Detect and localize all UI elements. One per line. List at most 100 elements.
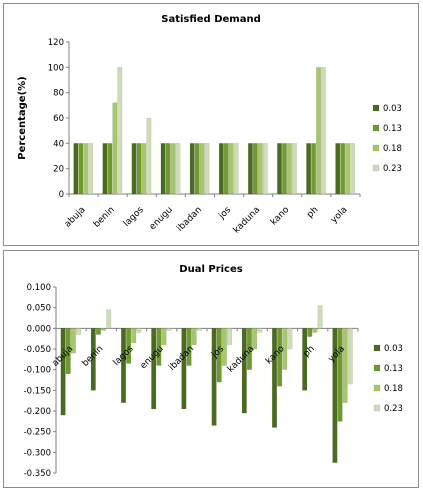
bar: [337, 328, 343, 422]
bar: [126, 328, 132, 364]
chart-title: Dual Prices: [179, 264, 242, 275]
legend-swatch: [373, 344, 381, 352]
bar: [287, 328, 293, 350]
bar: [282, 143, 287, 195]
bar: [156, 328, 162, 366]
dual-prices-chart: Dual Prices -0.350 -0.300 -0.250 -0.200 -0.15…: [3, 250, 419, 488]
category-label: kaduna: [232, 205, 263, 236]
bar: [107, 143, 113, 195]
bar: [166, 328, 172, 331]
bar: [191, 328, 197, 346]
bar: [88, 143, 94, 195]
y-tick-label: 120: [48, 38, 64, 48]
legend-label: 0.03: [384, 344, 403, 354]
y-tick-label: 40: [53, 139, 64, 149]
y-tick-label: 0.050: [27, 304, 51, 314]
category-label: yola: [329, 205, 349, 225]
bar: [211, 328, 217, 426]
y-tick-label: -0.200: [24, 407, 51, 417]
bar: [307, 328, 313, 337]
bar: [83, 143, 89, 195]
bar: [277, 143, 282, 195]
category-label: kano: [269, 205, 292, 228]
y-tick-label: -0.350: [24, 469, 51, 479]
bar: [141, 143, 147, 195]
bar: [253, 143, 258, 195]
category-label: jos: [216, 205, 233, 222]
bar: [345, 143, 350, 195]
legend-label: 0.23: [384, 404, 403, 414]
bar: [223, 143, 229, 195]
bar: [186, 328, 192, 366]
bar: [257, 143, 263, 195]
bar: [121, 328, 126, 403]
bar: [227, 328, 232, 346]
bar: [218, 143, 224, 195]
legend-swatch: [373, 404, 381, 412]
legend-swatch: [372, 124, 380, 132]
bar: [312, 328, 318, 333]
y-tick-label: -0.050: [24, 345, 51, 355]
bar: [340, 143, 346, 195]
bar: [332, 328, 338, 463]
bar: [78, 143, 84, 195]
legend-label: 0.18: [384, 384, 403, 394]
bar: [317, 305, 323, 329]
y-axis-label: Percentage(%): [17, 76, 28, 160]
dual-prices-svg: Dual Prices -0.350 -0.300 -0.250 -0.200 -0.15…: [24, 264, 403, 479]
bar: [151, 328, 157, 410]
bar: [196, 328, 202, 331]
bar: [106, 309, 112, 329]
bar: [70, 328, 76, 354]
y-tick-label: -0.250: [24, 428, 51, 438]
satisfied-demand-svg: Satisfied Demand Percentage(%) 0 20 40 60 80 10…: [17, 14, 402, 236]
y-tick-label: 80: [53, 89, 64, 99]
y-tick-label: -0.300: [24, 448, 51, 458]
legend-label: 0.03: [383, 104, 402, 114]
bar: [287, 143, 292, 195]
category-label: benin: [92, 205, 117, 230]
bar: [131, 143, 137, 195]
bar: [262, 143, 268, 195]
legend-label: 0.13: [384, 364, 403, 374]
bar: [160, 143, 166, 195]
chart-title: Satisfied Demand: [161, 14, 260, 25]
y-tick-label: -0.150: [24, 386, 51, 396]
category-label: enugu: [148, 205, 175, 232]
y-tick-label: 100: [48, 63, 64, 73]
legend-swatch: [372, 144, 380, 152]
legend-swatch: [372, 104, 380, 112]
legend-swatch: [372, 164, 380, 172]
bar: [189, 143, 195, 195]
bar: [248, 143, 253, 195]
bar: [350, 143, 355, 195]
bar: [347, 328, 353, 385]
y-tick-label: 0.100: [27, 283, 51, 293]
bar: [272, 328, 277, 428]
category-label: abuja: [63, 205, 88, 230]
bar: [216, 328, 222, 383]
bar: [170, 143, 176, 195]
bar: [233, 143, 239, 195]
bar: [277, 328, 283, 387]
bar: [316, 67, 321, 195]
bar: [175, 143, 181, 195]
bar: [311, 143, 316, 195]
bar: [76, 328, 81, 335]
bar: [241, 328, 247, 414]
y-tick-label: 60: [53, 114, 64, 124]
bar: [95, 328, 101, 335]
legend-swatch: [373, 364, 381, 372]
bar: [136, 143, 142, 195]
bar: [291, 143, 297, 195]
category-label: ibadan: [175, 205, 204, 234]
legend-label: 0.23: [383, 164, 402, 174]
bar: [246, 328, 252, 370]
satisfied-demand-chart: Satisfied Demand Percentage(%) 0 20 40 60 80 10…: [3, 3, 419, 246]
bar: [90, 328, 96, 391]
y-tick-label: 0: [59, 190, 64, 200]
bar: [117, 67, 123, 195]
bar: [204, 143, 210, 195]
legend-label: 0.18: [383, 144, 402, 154]
bar: [131, 328, 137, 344]
